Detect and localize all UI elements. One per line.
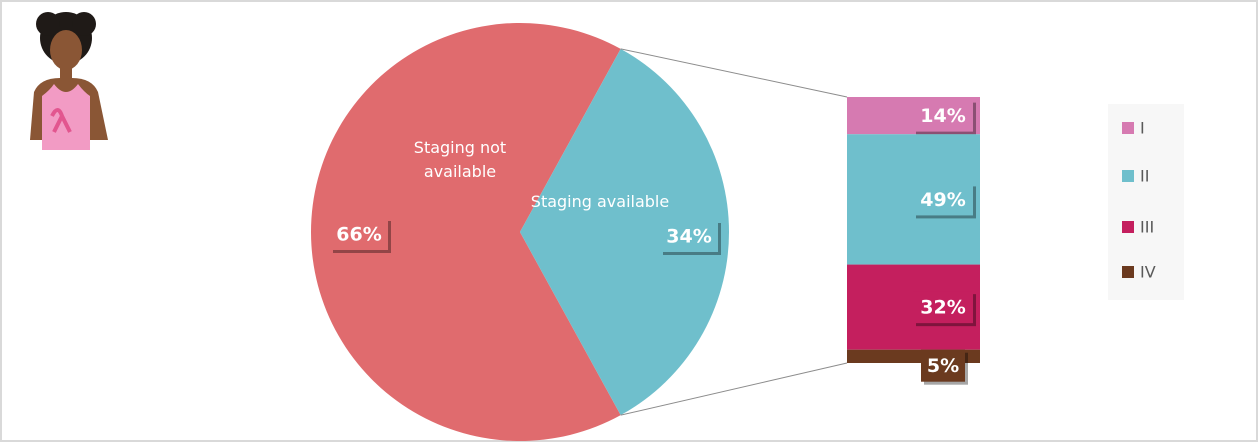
- value-label-box: [913, 99, 973, 132]
- value-label-box: [913, 291, 973, 324]
- connector: [620, 48, 848, 98]
- pie-slice: [520, 48, 729, 416]
- awareness-icon: [30, 12, 108, 150]
- value-label: 14%: [920, 105, 965, 127]
- value-label-box: [921, 349, 965, 382]
- pie-slice: [310, 22, 621, 441]
- value-label: 32%: [920, 297, 965, 319]
- value-label-box: [913, 183, 973, 216]
- value-label-box: [330, 218, 388, 250]
- value-label: 49%: [920, 189, 965, 211]
- legend-swatch: [1122, 221, 1134, 233]
- value-label: 66%: [336, 224, 381, 246]
- value-label: 5%: [927, 355, 959, 377]
- legend-label: IV: [1140, 263, 1156, 282]
- legend-swatch: [1122, 122, 1134, 134]
- slice-name: Staging available: [530, 192, 670, 211]
- legend-label: I: [1140, 119, 1145, 138]
- value-label-box: [660, 220, 718, 252]
- value-label: 34%: [666, 226, 711, 248]
- legend-box: [1108, 104, 1184, 300]
- legend-label: III: [1140, 218, 1154, 237]
- slice-name: Staging not available: [413, 138, 507, 181]
- legend-swatch: [1122, 266, 1134, 278]
- legend-swatch: [1122, 170, 1134, 182]
- legend-label: II: [1140, 167, 1149, 186]
- connector: [620, 362, 848, 416]
